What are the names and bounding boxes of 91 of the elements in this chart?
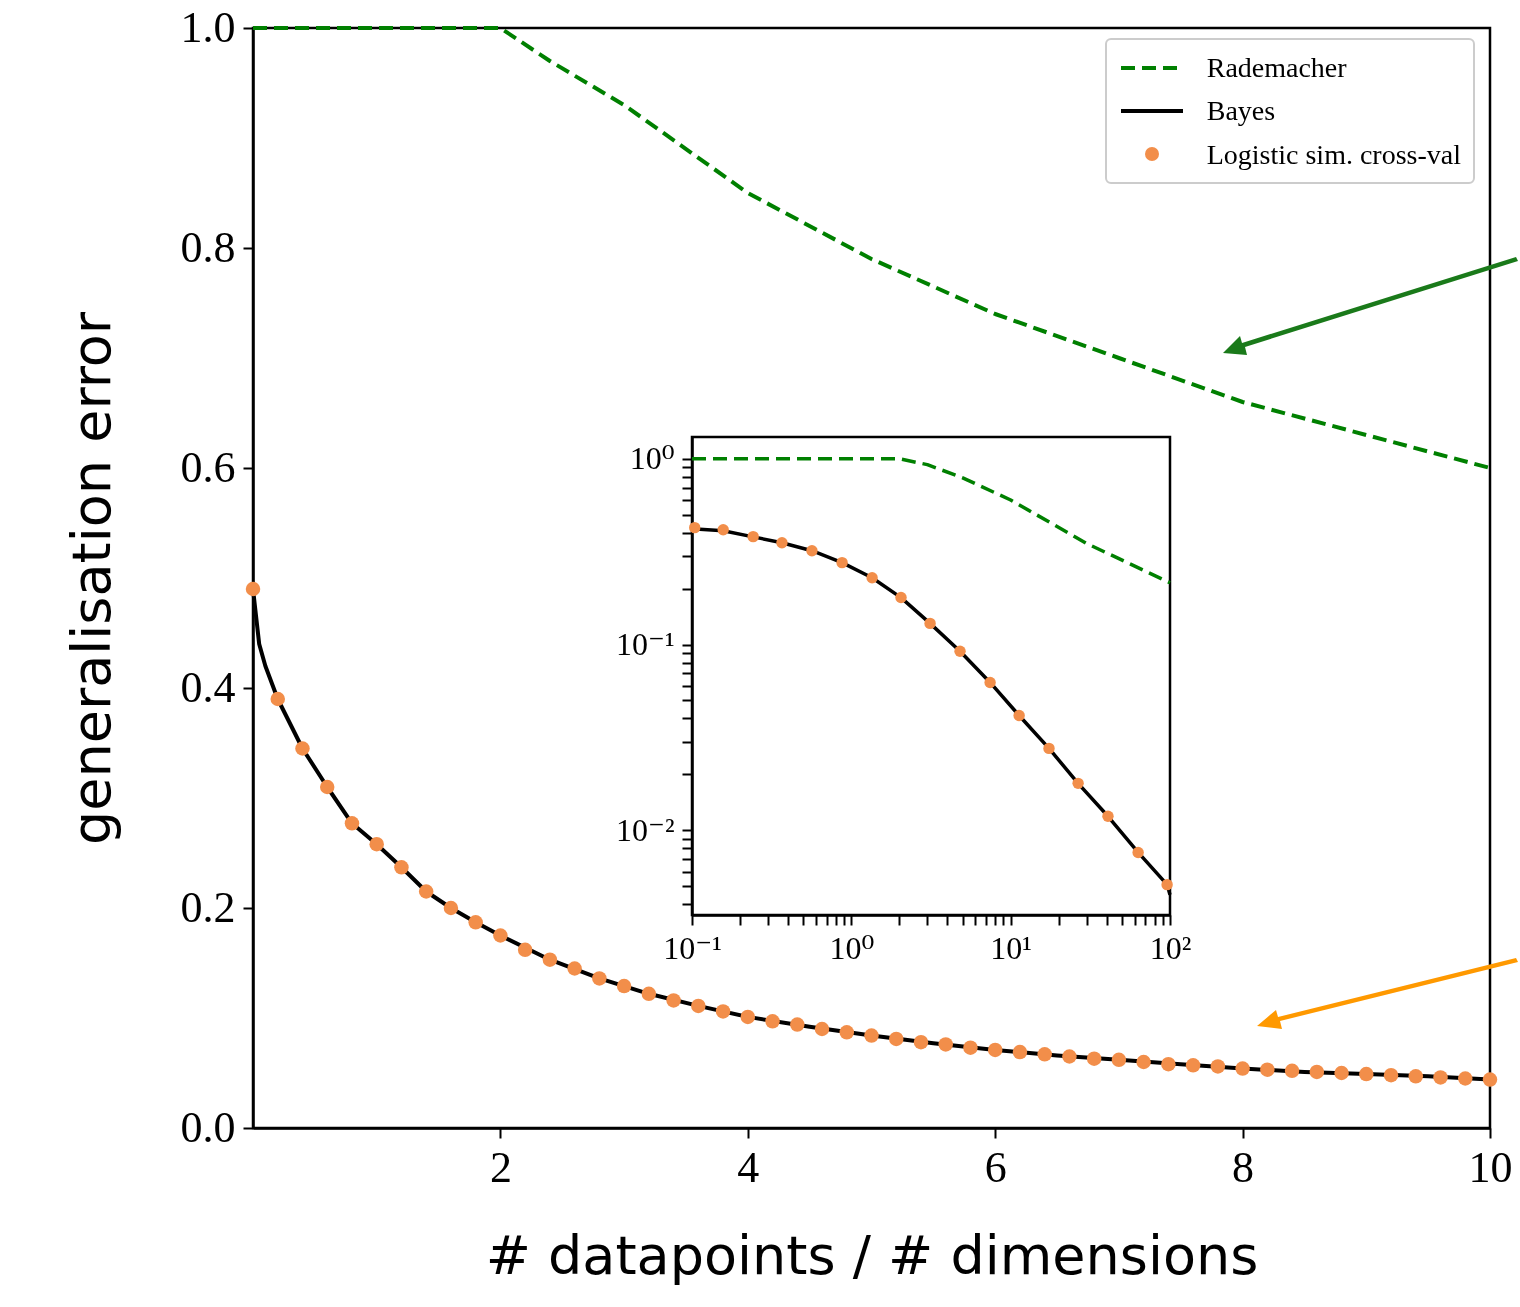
point [1072,777,1084,790]
point [1132,846,1144,859]
point [691,998,706,1014]
point [1013,709,1025,722]
point [806,545,818,557]
point [1482,1072,1498,1087]
point [866,572,878,584]
point [717,524,729,536]
x-tick-label: 10⁻¹ [663,929,722,966]
point [616,978,632,994]
y-tick-label: 1.0 [180,2,236,52]
point [295,741,310,756]
point [1408,1069,1424,1084]
point [1062,1049,1077,1064]
point [715,1004,731,1019]
y-tick-label: 10⁻² [616,811,675,848]
point [443,900,459,916]
point [1185,1058,1201,1073]
point [1136,1054,1151,1070]
point [1359,1066,1374,1082]
legend-label: Rademacher [1206,51,1347,85]
point [888,1031,904,1047]
point [924,617,936,630]
point [1043,742,1055,755]
legend-label: Logistic sim. cross-val [1206,137,1461,172]
point [938,1037,953,1052]
y-tick-label: 0.4 [180,662,236,712]
point [814,1021,830,1037]
point [1161,1056,1176,1072]
point [1210,1059,1226,1074]
x-tick-label: 10¹ [990,929,1032,966]
x-axis-title: # datapoints / # dimensions [485,1223,1259,1287]
point [1334,1065,1349,1081]
legend-label: Bayes [1206,94,1276,129]
point [776,537,788,549]
point [369,836,384,852]
point [245,581,261,597]
point [1037,1047,1052,1062]
point [864,1028,879,1043]
point [1111,1052,1127,1068]
point [592,971,607,986]
point [984,676,996,689]
point [493,928,508,943]
x-tick-label: 4 [737,1142,760,1192]
point [913,1034,929,1050]
point [790,1017,805,1032]
point [895,591,907,604]
point [641,986,657,1002]
point [666,993,681,1008]
y-tick-label: 10⁰ [629,440,675,477]
y-tick-label: 0.6 [180,442,236,492]
x-tick-label: 10 [1468,1142,1513,1192]
x-tick-label: 10⁰ [829,929,875,966]
x-tick-label: 8 [1232,1142,1255,1192]
y-tick-label: 0.8 [180,222,236,272]
point [319,779,335,795]
point [836,556,848,569]
point [1012,1044,1028,1060]
point [517,942,533,958]
point [747,530,759,543]
point [270,691,285,707]
point [567,961,582,976]
point [468,915,483,930]
point [987,1042,1003,1058]
y-axis-title: generalisation error [59,311,123,845]
point [1260,1062,1275,1077]
point [542,952,558,967]
point [839,1025,855,1040]
point [1102,810,1114,822]
point [740,1009,756,1025]
point [344,816,360,831]
point [963,1040,978,1055]
point [1309,1064,1325,1080]
point [1235,1061,1250,1076]
point [418,884,434,899]
x-tick-label: 6 [984,1142,1007,1192]
point [1284,1063,1300,1079]
point [765,1014,780,1029]
point [1458,1071,1473,1086]
x-tick-label: 2 [489,1142,512,1192]
point [954,645,966,657]
y-tick-label: 10⁻¹ [616,626,675,663]
point [1161,878,1173,891]
point [689,521,701,534]
point [1433,1070,1448,1085]
point [1086,1051,1102,1066]
point [1383,1067,1399,1083]
x-tick-label: 10² [1149,929,1192,966]
point [394,860,409,875]
y-tick-label: 0.2 [180,882,236,932]
y-tick-label: 0.0 [180,1102,236,1152]
